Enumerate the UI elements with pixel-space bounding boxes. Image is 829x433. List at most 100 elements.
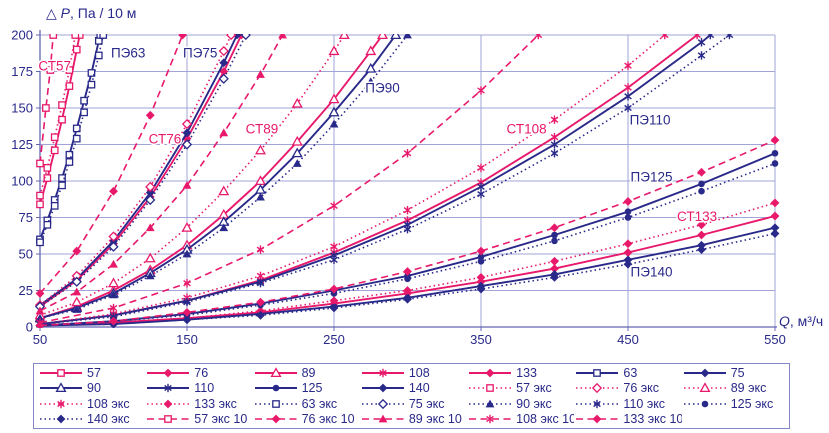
- series-line: [39, 34, 711, 326]
- series-marker: [706, 34, 713, 39]
- series-marker: [700, 368, 710, 378]
- series-marker: [550, 141, 559, 148]
- series-marker: [219, 128, 229, 137]
- legend-label: 89 экс 10: [408, 412, 462, 427]
- legend-item: 108 экс 10: [467, 412, 574, 427]
- series-marker: [697, 220, 706, 230]
- curve-label: ПЭ63: [111, 46, 145, 61]
- series-marker: [164, 385, 173, 392]
- series-marker: [550, 116, 559, 123]
- legend-label: 133 экс: [194, 396, 237, 411]
- legend-label: 108 экс: [87, 396, 130, 411]
- series-marker: [403, 34, 412, 39]
- series-marker: [624, 104, 632, 112]
- y-tick-label: 50: [19, 247, 33, 262]
- series-90-экс: [35, 34, 412, 322]
- legend-label: 75 экс: [408, 396, 445, 411]
- series-marker: [550, 134, 559, 141]
- series-marker: [57, 400, 65, 407]
- series-marker: [403, 286, 412, 295]
- legend-label: 57: [87, 365, 101, 380]
- series-marker: [770, 229, 780, 238]
- legend-label: 125: [301, 381, 323, 396]
- series-marker: [50, 201, 59, 210]
- curve-label: ПЭ75: [183, 46, 217, 61]
- legend-item: 63: [574, 365, 681, 380]
- series-marker: [218, 45, 229, 57]
- legend-swatch: [469, 368, 512, 378]
- legend-label: 110: [194, 381, 215, 396]
- series-line: [39, 34, 345, 317]
- series-marker: [178, 34, 187, 40]
- x-tick-label: 550: [764, 332, 786, 347]
- series-marker: [87, 80, 96, 89]
- series-marker: [377, 398, 388, 409]
- legend-swatch: [40, 414, 82, 424]
- series-marker: [623, 259, 633, 269]
- legend-swatch: [361, 398, 404, 409]
- series-marker: [330, 243, 338, 250]
- legend-item: 57: [38, 365, 145, 380]
- series-marker: [404, 275, 411, 283]
- legend-swatch: [254, 384, 297, 392]
- series-marker: [49, 34, 58, 39]
- series-marker: [770, 135, 780, 145]
- series-marker: [486, 416, 494, 423]
- x-tick-label: 250: [323, 332, 345, 347]
- legend-label: 133 экс 10: [623, 412, 682, 427]
- series-marker: [256, 192, 265, 201]
- series-marker: [660, 34, 668, 39]
- series-marker: [771, 160, 779, 167]
- series-marker: [697, 39, 706, 46]
- series-line: [39, 34, 698, 326]
- series-marker: [109, 259, 118, 268]
- series-marker: [486, 384, 494, 393]
- series-marker: [108, 231, 119, 242]
- legend-item: 133 экс: [145, 396, 252, 411]
- series-marker: [271, 414, 280, 424]
- series-marker: [403, 207, 412, 214]
- x-tick-label: 150: [176, 332, 198, 347]
- legend-swatch: [147, 415, 190, 424]
- series-marker: [403, 150, 412, 157]
- series-marker: [550, 264, 559, 273]
- legend-item: 140 экс: [38, 412, 145, 427]
- series-marker: [550, 223, 559, 233]
- y-tick-label: 25: [19, 283, 33, 298]
- legend-swatch: [40, 382, 82, 393]
- series-marker: [182, 308, 192, 317]
- series-marker: [72, 287, 82, 296]
- series-marker: [328, 45, 340, 56]
- series-marker: [550, 150, 559, 157]
- legend-label: 108: [408, 365, 430, 380]
- series-marker: [624, 93, 632, 100]
- series-marker: [80, 108, 88, 117]
- series-line: [39, 34, 238, 306]
- series-marker: [240, 34, 251, 41]
- series-marker: [36, 159, 44, 168]
- y-tick-label: 100: [11, 174, 33, 189]
- legend-swatch: [254, 399, 297, 408]
- series-marker: [477, 258, 485, 265]
- series-marker: [72, 305, 82, 313]
- series-marker: [182, 249, 192, 258]
- legend-label: 76 экс: [623, 381, 660, 396]
- series-marker: [477, 190, 485, 198]
- legend-item: 90: [38, 381, 145, 396]
- legend-item: 89: [253, 365, 360, 380]
- legend-item: 108: [360, 365, 467, 380]
- curve-label: ПЭ110: [630, 113, 671, 128]
- series-marker: [182, 180, 192, 189]
- legend-item: 133: [467, 365, 574, 380]
- legend-label: 133: [516, 365, 537, 380]
- legend-label: 89: [301, 365, 316, 380]
- curve-label: СТ133: [677, 209, 717, 224]
- series-marker: [164, 415, 173, 424]
- series-marker: [623, 197, 633, 206]
- series-marker: [42, 104, 50, 112]
- series-marker: [99, 34, 108, 39]
- legend-swatch: [361, 383, 404, 393]
- series-line: [39, 232, 776, 327]
- y-axis-title: △ P, Па / 10 м: [46, 5, 137, 21]
- series-marker: [292, 159, 302, 167]
